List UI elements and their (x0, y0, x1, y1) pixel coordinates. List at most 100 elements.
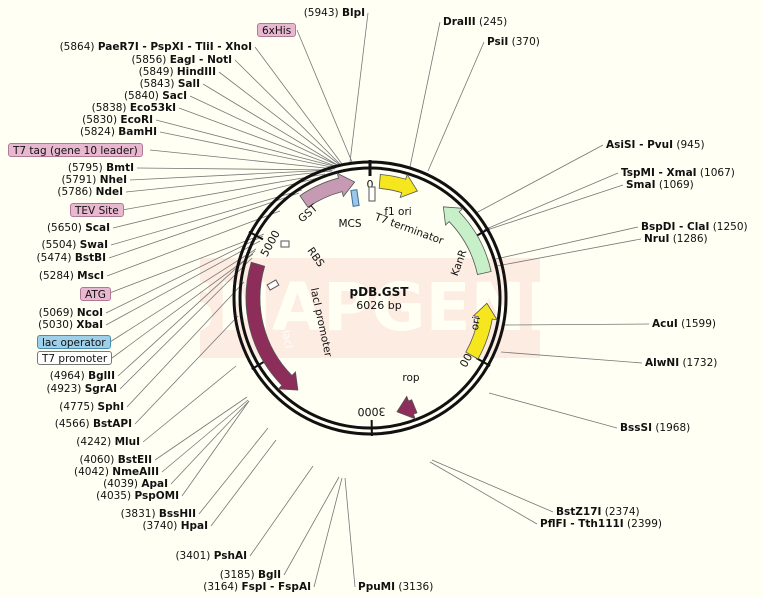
leader-line (431, 459, 554, 513)
site-alwni: AlwNI (1732) (645, 357, 717, 369)
site-ecori: (5830) EcoRI (82, 114, 153, 126)
site-bglii: (4964) BglII (50, 370, 115, 382)
site-smai: SmaI (1069) (626, 179, 694, 191)
leader-line (488, 392, 618, 429)
site-bstbi: (5474) BstBI (37, 252, 106, 264)
leader-line (111, 253, 254, 359)
leader-line (154, 396, 248, 461)
leader-line (218, 71, 341, 166)
mcs-box (350, 189, 360, 207)
site-tspmi-xmai: TspMI - XmaI (1067) (621, 167, 735, 179)
leader-line (105, 240, 261, 326)
tick-mark (251, 360, 266, 371)
site-paer7i-pspxi-tlii-xhoi: (5864) PaeR7I - PspXI - TliI - XhoI (60, 41, 252, 53)
site-fspi-fspai: (3164) FspI - FspAI (203, 581, 311, 593)
site-bsshii: (3831) BssHII (121, 508, 196, 520)
site-ncoi: (5069) NcoI (39, 307, 103, 319)
feature-label: GST (296, 202, 320, 225)
site-ppumi: PpuMI (3136) (358, 581, 433, 593)
feature-ori (465, 302, 498, 360)
site-bmti: (5795) BmtI (68, 162, 134, 174)
leader-line (106, 233, 265, 295)
tick-mark (248, 230, 264, 241)
leader-line (136, 167, 334, 171)
site-bgli: (3185) BglI (220, 569, 281, 581)
feature-label: f1 ori (384, 206, 411, 218)
tick-mark (475, 357, 491, 367)
site-sgrai: (4923) SgrAI (46, 383, 117, 395)
feature-arrows (245, 172, 498, 420)
leader-line (496, 238, 642, 267)
leader-line (500, 351, 643, 364)
site-sali: (5843) SalI (140, 78, 200, 90)
leader-line (313, 477, 343, 588)
leader-line (110, 189, 303, 246)
site-mlui: (4242) MluI (76, 436, 140, 448)
leader-line (108, 192, 300, 259)
leader-line (254, 46, 343, 165)
feature-f1-ori (378, 173, 418, 199)
leader-line (159, 131, 337, 169)
leader-line (129, 169, 333, 181)
site-swai: (5504) SwaI (41, 239, 108, 251)
leader-line (105, 235, 264, 314)
leader-line (181, 400, 250, 497)
leader-line (106, 210, 281, 277)
restriction-site-labels: (5943) BlpI (5864) PaeR7I - PspXI - TliI … (37, 7, 748, 593)
leader-line (283, 476, 340, 576)
lacI-promoter-box (266, 279, 280, 291)
site-apai: (4039) ApaI (103, 478, 168, 490)
site-saci: (5840) SacI (124, 90, 187, 102)
t7-terminator-box (368, 186, 376, 202)
leader-line (142, 365, 237, 443)
site-bstapi: (4566) BstAPI (55, 418, 132, 430)
site-hindiii: (5849) HindIII (139, 66, 216, 78)
badge-atg: ATG (80, 287, 111, 301)
leader-line (210, 439, 277, 527)
leader-line (249, 465, 314, 557)
tick-label: 5000 (258, 228, 283, 259)
feature-kanr (442, 206, 492, 275)
leader-line (502, 323, 650, 326)
feature-label: lacI (279, 329, 294, 349)
feature-label: rop (402, 372, 420, 384)
leader-line (109, 248, 257, 343)
feature-rop (396, 395, 418, 420)
leader-line (117, 250, 256, 377)
leader-line (475, 144, 604, 214)
site-asisi-pvui: AsiSI - PvuI (945) (606, 139, 705, 151)
leader-line (155, 119, 338, 168)
leader-line (161, 399, 249, 473)
leader-line (427, 41, 485, 172)
leader-line (119, 257, 253, 390)
site-hpai: (3740) HpaI (142, 520, 208, 532)
feature-laci (245, 261, 299, 391)
site-draiii: DraIII (245) (443, 16, 507, 28)
plasmid-size: 6026 bp (356, 299, 401, 312)
plasmid-name: pDB.GST (350, 285, 410, 299)
rbs-box (280, 240, 290, 248)
leader-lines (105, 12, 650, 588)
leader-line (121, 173, 326, 211)
site-msci: (5284) MscI (39, 270, 104, 282)
site-pflfi-tth111i: PflFI - Tth111I (2399) (540, 518, 662, 530)
feature-label: MCS (338, 218, 361, 230)
leader-line (170, 400, 250, 485)
site-nmeaiii: (4042) NmeAIII (74, 466, 159, 478)
site-bsssi: BssSI (1968) (620, 422, 690, 434)
badge-t7-promoter: T7 promoter (37, 351, 113, 365)
leader-line (409, 21, 441, 168)
leader-line (134, 315, 239, 425)
site-xbai: (5030) XbaI (38, 319, 103, 331)
leader-line (149, 149, 336, 170)
leader-line (125, 170, 333, 193)
leader-line (483, 184, 624, 232)
leader-line (178, 107, 339, 168)
leader-line (296, 29, 353, 163)
site-ndei: (5786) NdeI (57, 186, 123, 198)
site-nhei: (5791) NheI (61, 174, 127, 186)
tick-label: 3000 (357, 405, 385, 418)
leader-line (349, 12, 369, 163)
site-eco53ki: (5838) Eco53kI (92, 102, 176, 114)
